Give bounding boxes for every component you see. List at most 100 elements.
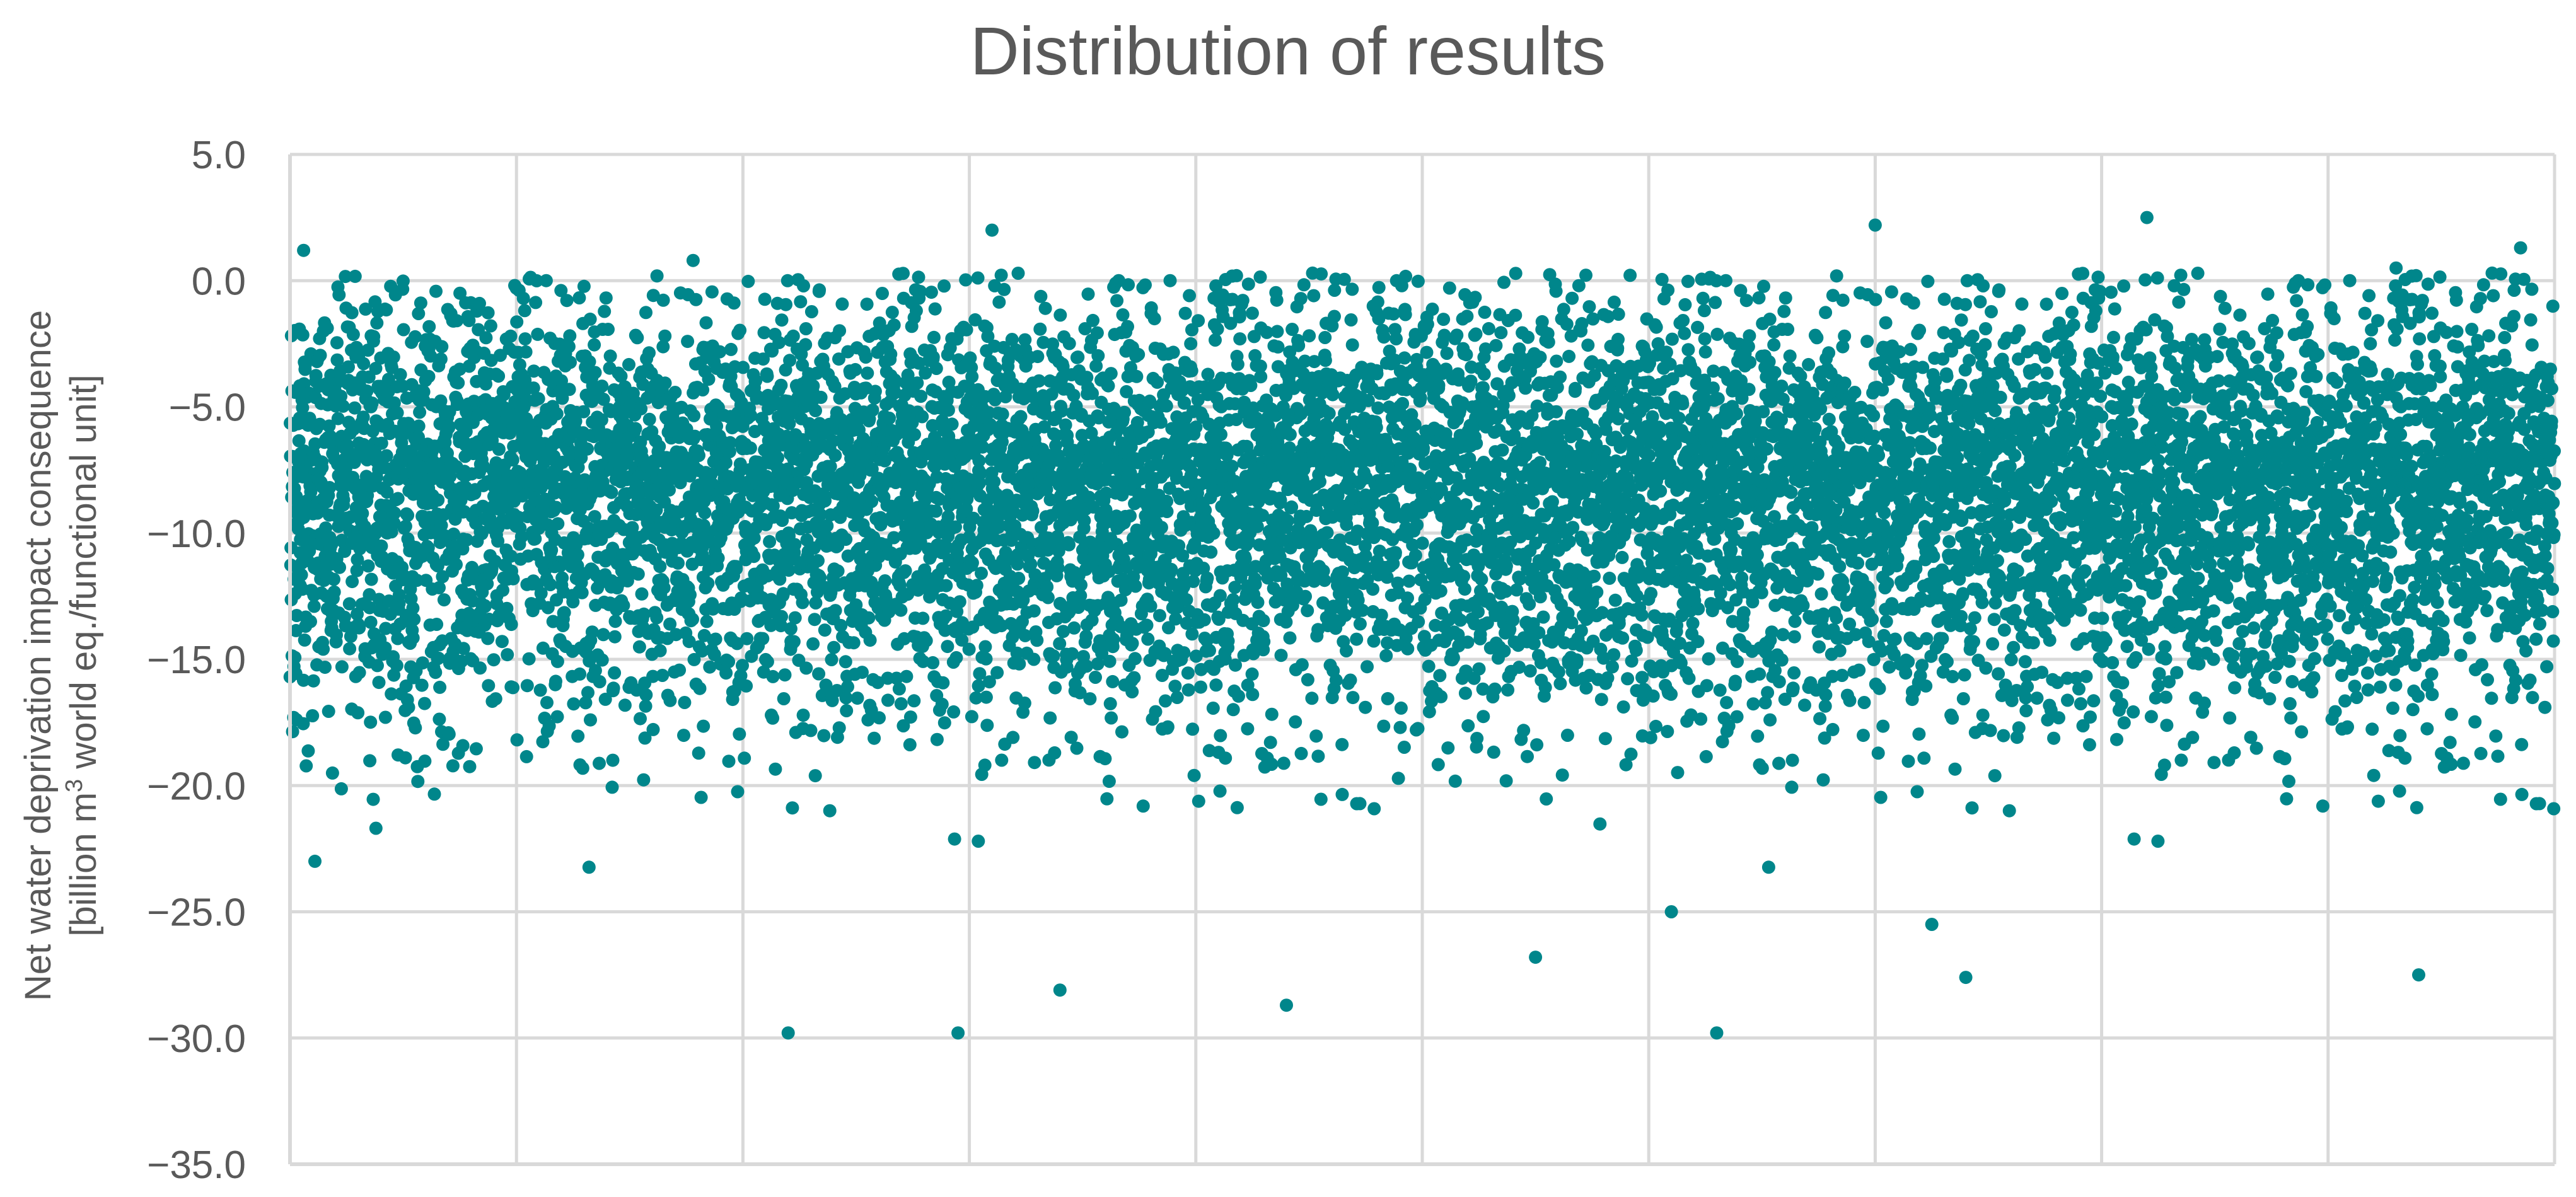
data-point <box>878 574 892 587</box>
data-point <box>978 758 992 772</box>
data-point <box>1011 267 1025 280</box>
data-point <box>719 666 733 680</box>
data-point <box>773 572 787 586</box>
data-point <box>359 302 373 316</box>
data-point <box>380 449 393 463</box>
data-point <box>1241 722 1255 736</box>
data-point <box>1128 579 1142 593</box>
data-point <box>307 599 321 613</box>
data-point <box>868 385 882 398</box>
data-point <box>1031 350 1045 364</box>
data-point <box>605 780 619 794</box>
data-point <box>908 427 921 441</box>
data-point <box>744 408 758 422</box>
data-point <box>1127 671 1141 685</box>
data-point <box>727 296 741 310</box>
data-point <box>965 710 978 724</box>
data-point <box>782 417 796 431</box>
data-point <box>351 706 365 720</box>
data-point <box>960 323 973 337</box>
data-point <box>786 329 800 343</box>
data-point <box>608 666 622 679</box>
data-point <box>729 562 743 575</box>
data-point <box>601 323 615 336</box>
data-point <box>489 692 502 706</box>
data-point <box>1398 308 1412 321</box>
data-point <box>1209 678 1223 692</box>
data-point <box>863 633 877 647</box>
data-point <box>796 596 809 610</box>
data-point <box>1229 269 1243 282</box>
data-point <box>979 690 993 704</box>
data-point <box>663 617 677 631</box>
data-point <box>369 821 383 835</box>
data-point <box>678 696 692 709</box>
data-point <box>900 669 914 683</box>
data-point <box>1346 691 1360 705</box>
data-point <box>434 519 448 532</box>
data-point <box>437 593 451 607</box>
data-point <box>1067 621 1081 635</box>
data-point <box>536 735 550 749</box>
data-point <box>747 531 761 545</box>
data-point <box>346 328 360 342</box>
data-point <box>1309 729 1323 743</box>
data-point <box>995 753 1009 767</box>
data-point <box>1062 538 1076 552</box>
data-point <box>850 691 864 705</box>
data-point <box>709 632 722 646</box>
data-point <box>771 451 784 465</box>
data-point <box>432 712 446 726</box>
data-point <box>378 641 392 655</box>
data-point <box>1345 282 1359 296</box>
data-point <box>583 355 596 369</box>
data-point <box>372 676 386 690</box>
data-point <box>588 338 601 352</box>
data-point <box>1396 396 1410 410</box>
data-point <box>692 449 705 462</box>
data-point <box>424 349 438 363</box>
data-point <box>1128 652 1142 666</box>
data-point <box>975 567 988 580</box>
data-point <box>539 274 553 287</box>
data-point <box>775 514 789 527</box>
data-point <box>835 297 849 311</box>
data-point <box>1170 691 1184 704</box>
data-point <box>656 669 670 682</box>
data-point <box>747 550 761 564</box>
data-point <box>663 483 676 497</box>
data-point <box>919 633 933 647</box>
data-point <box>698 506 712 519</box>
data-point <box>1313 475 1326 489</box>
data-point <box>774 378 788 392</box>
data-point <box>357 357 371 371</box>
data-point <box>953 595 966 609</box>
data-point <box>689 292 703 306</box>
data-point <box>531 392 545 405</box>
data-point <box>881 693 895 707</box>
data-point <box>692 746 705 760</box>
data-point <box>764 618 778 632</box>
data-point <box>1236 294 1250 308</box>
data-point <box>733 457 747 471</box>
data-point <box>1274 649 1288 662</box>
data-point <box>1335 787 1349 801</box>
data-point <box>608 630 622 644</box>
data-point <box>1106 632 1120 646</box>
data-point <box>562 340 576 354</box>
data-point <box>656 293 670 307</box>
data-point <box>809 404 822 417</box>
data-point <box>639 688 653 702</box>
data-point <box>650 269 664 283</box>
data-point <box>733 727 746 741</box>
data-point <box>1366 582 1379 596</box>
data-point <box>642 346 656 360</box>
data-point <box>343 642 357 656</box>
data-point <box>356 507 369 520</box>
data-point <box>430 618 444 631</box>
data-point <box>769 762 782 776</box>
data-point <box>406 631 420 645</box>
data-point <box>1041 591 1055 604</box>
data-point <box>549 674 562 688</box>
data-point <box>350 564 364 577</box>
